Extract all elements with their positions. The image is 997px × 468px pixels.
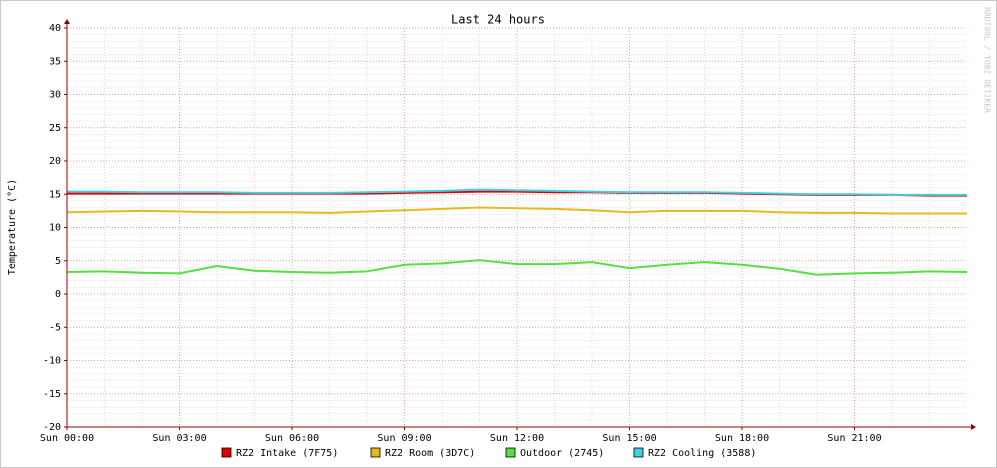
chart-title: Last 24 hours xyxy=(451,13,545,27)
y-tick-label: -20 xyxy=(43,422,61,433)
grid xyxy=(66,27,967,428)
axes: -20 -15 -10 -5 0 5 10 15 20 25 30 35 40 Sun 00:00 Sun … xyxy=(40,19,976,444)
legend-swatch xyxy=(633,447,644,458)
series-line xyxy=(66,259,968,276)
x-tick-label: Sun 12:00 xyxy=(490,433,544,444)
x-tick-label: Sun 09:00 xyxy=(377,433,431,444)
y-tick-label: 15 xyxy=(49,189,61,200)
x-tick-label: Sun 00:00 xyxy=(40,433,94,444)
series-line xyxy=(67,188,967,196)
series-line xyxy=(66,206,967,215)
x-tick-label: Sun 21:00 xyxy=(827,433,881,444)
x-tick-label: Sun 15:00 xyxy=(602,433,656,444)
watermark: RRDTOOL / TOBI OETIKER xyxy=(983,7,992,113)
y-tick-label: 10 xyxy=(49,223,61,234)
legend-swatch xyxy=(505,447,516,458)
x-tick-label: Sun 18:00 xyxy=(715,433,769,444)
y-tick-label: -10 xyxy=(43,356,61,367)
legend-swatch xyxy=(370,447,381,458)
legend-swatch xyxy=(221,447,232,458)
y-tick-label: 20 xyxy=(49,156,61,167)
plot xyxy=(66,188,968,276)
y-axis-label: Temperature (°C) xyxy=(7,179,18,275)
legend-label: RZ2 Room (3D7C) xyxy=(385,448,475,459)
x-axis-arrow xyxy=(971,424,976,430)
legend-label: Outdoor (2745) xyxy=(520,448,604,459)
legend-label: RZ2 Cooling (3588) xyxy=(648,448,756,459)
y-tick-label: 30 xyxy=(49,90,61,101)
y-tick-label: 5 xyxy=(55,256,61,267)
y-axis-arrow xyxy=(64,19,70,24)
y-tick-label: -5 xyxy=(49,322,61,333)
legend-label: RZ2 Intake (7F75) xyxy=(236,448,338,459)
legend: RZ2 Intake (7F75) RZ2 Room (3D7C) Outdoor … xyxy=(221,447,756,459)
x-tick-label: Sun 06:00 xyxy=(265,433,319,444)
y-tick-label: 0 xyxy=(55,289,61,300)
y-tick-label: -15 xyxy=(43,389,61,400)
y-tick-label: 35 xyxy=(49,56,61,67)
y-tick-label: 25 xyxy=(49,123,61,134)
y-tick-label: 40 xyxy=(49,23,61,34)
x-tick-label: Sun 03:00 xyxy=(152,433,206,444)
